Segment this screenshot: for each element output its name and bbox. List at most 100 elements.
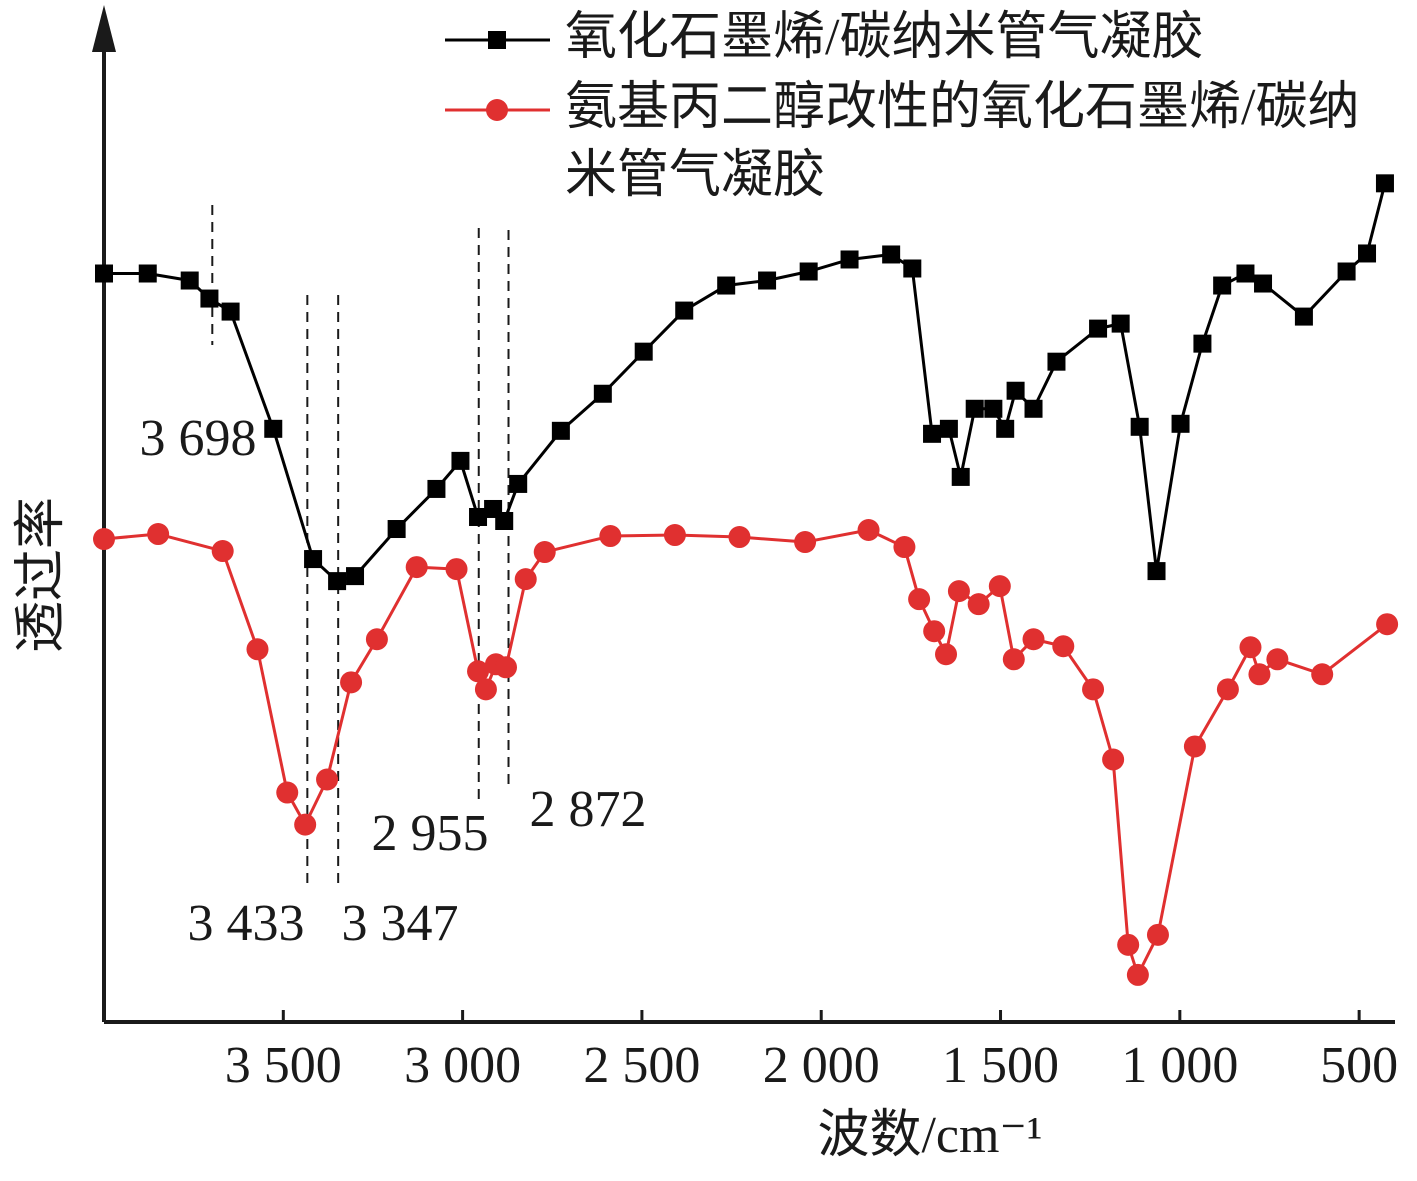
marker xyxy=(95,264,113,283)
marker xyxy=(1171,414,1190,433)
marker xyxy=(1111,314,1130,333)
marker xyxy=(1147,562,1166,581)
marker xyxy=(1052,635,1075,658)
marker xyxy=(663,524,686,547)
marker xyxy=(387,520,406,539)
marker xyxy=(304,550,323,569)
marker xyxy=(551,421,570,440)
marker xyxy=(840,250,859,269)
marker xyxy=(264,419,283,438)
y-axis-arrow xyxy=(92,5,116,52)
marker xyxy=(634,342,653,361)
marker xyxy=(935,643,958,666)
marker xyxy=(276,781,299,804)
marker xyxy=(1337,262,1356,281)
marker xyxy=(1376,613,1399,636)
marker xyxy=(138,264,157,283)
x-tick-label: 1 500 xyxy=(942,1037,1059,1094)
marker xyxy=(1089,319,1108,338)
marker xyxy=(316,768,339,791)
x-tick-label: 3 500 xyxy=(225,1037,342,1094)
marker xyxy=(988,575,1011,598)
marker xyxy=(908,588,931,611)
marker xyxy=(246,638,269,661)
marker xyxy=(965,399,984,418)
marker xyxy=(984,399,1003,418)
x-tick-label: 2 000 xyxy=(763,1037,880,1094)
marker xyxy=(923,620,946,643)
x-tick-label: 3 000 xyxy=(404,1037,521,1094)
marker xyxy=(451,451,470,470)
marker xyxy=(1024,399,1043,418)
marker xyxy=(1002,648,1025,671)
annotation-label: 3 347 xyxy=(342,895,459,952)
marker xyxy=(947,580,970,603)
marker xyxy=(445,558,468,581)
marker xyxy=(1358,244,1377,263)
marker xyxy=(1183,735,1206,758)
marker xyxy=(857,519,880,542)
marker xyxy=(675,301,694,320)
marker xyxy=(1146,923,1169,946)
marker xyxy=(467,660,490,683)
marker xyxy=(514,568,537,591)
marker xyxy=(93,528,115,551)
marker xyxy=(1130,417,1149,436)
series-line xyxy=(104,182,1387,583)
marker xyxy=(427,479,446,498)
marker xyxy=(221,302,240,321)
marker xyxy=(1047,352,1066,371)
marker xyxy=(365,628,388,651)
marker xyxy=(533,541,556,564)
annotation-label: 2 872 xyxy=(530,781,647,838)
marker xyxy=(923,424,942,443)
legend-label: 氧化石墨烯/碳纳米管气凝胶 xyxy=(565,9,1204,66)
marker xyxy=(1213,276,1232,295)
marker xyxy=(1236,264,1255,283)
marker xyxy=(1294,307,1313,326)
marker xyxy=(882,245,901,264)
marker xyxy=(996,419,1015,438)
marker xyxy=(211,540,234,563)
marker xyxy=(1117,933,1140,956)
marker xyxy=(1375,174,1394,193)
x-axis-label: 波数/cm⁻¹ xyxy=(817,1107,1042,1164)
marker xyxy=(1006,381,1025,400)
marker xyxy=(1082,678,1105,701)
marker xyxy=(147,523,170,546)
marker xyxy=(474,678,497,701)
legend-label: 氨基丙二醇改性的氧化石墨烯/碳纳米管气凝胶 xyxy=(565,79,1360,204)
marker xyxy=(593,384,612,403)
x-tick-label: 500 xyxy=(1320,1037,1398,1094)
marker xyxy=(509,474,528,493)
marker xyxy=(1193,334,1212,353)
legend-marker xyxy=(488,31,506,49)
marker xyxy=(1022,628,1045,651)
marker xyxy=(405,556,428,579)
y-axis-label: 透过率 xyxy=(13,497,70,653)
marker xyxy=(1254,274,1273,293)
marker xyxy=(728,526,751,549)
marker xyxy=(495,656,518,679)
legend-marker xyxy=(486,99,508,121)
marker xyxy=(717,276,736,295)
marker xyxy=(939,419,958,438)
x-tick-label: 2 500 xyxy=(583,1037,700,1094)
annotation-label: 3 433 xyxy=(188,895,305,952)
marker xyxy=(1266,648,1289,671)
marker xyxy=(469,507,488,526)
marker xyxy=(903,259,922,278)
marker xyxy=(967,593,990,616)
marker xyxy=(1248,663,1271,686)
marker xyxy=(951,467,970,486)
annotation-label: 2 955 xyxy=(372,805,489,862)
x-tick-label: 1 000 xyxy=(1121,1037,1238,1094)
marker xyxy=(1311,663,1334,686)
marker xyxy=(758,271,777,290)
marker xyxy=(1239,636,1262,659)
marker xyxy=(1126,963,1149,986)
marker xyxy=(495,512,514,530)
marker xyxy=(599,525,622,548)
marker xyxy=(794,531,817,554)
